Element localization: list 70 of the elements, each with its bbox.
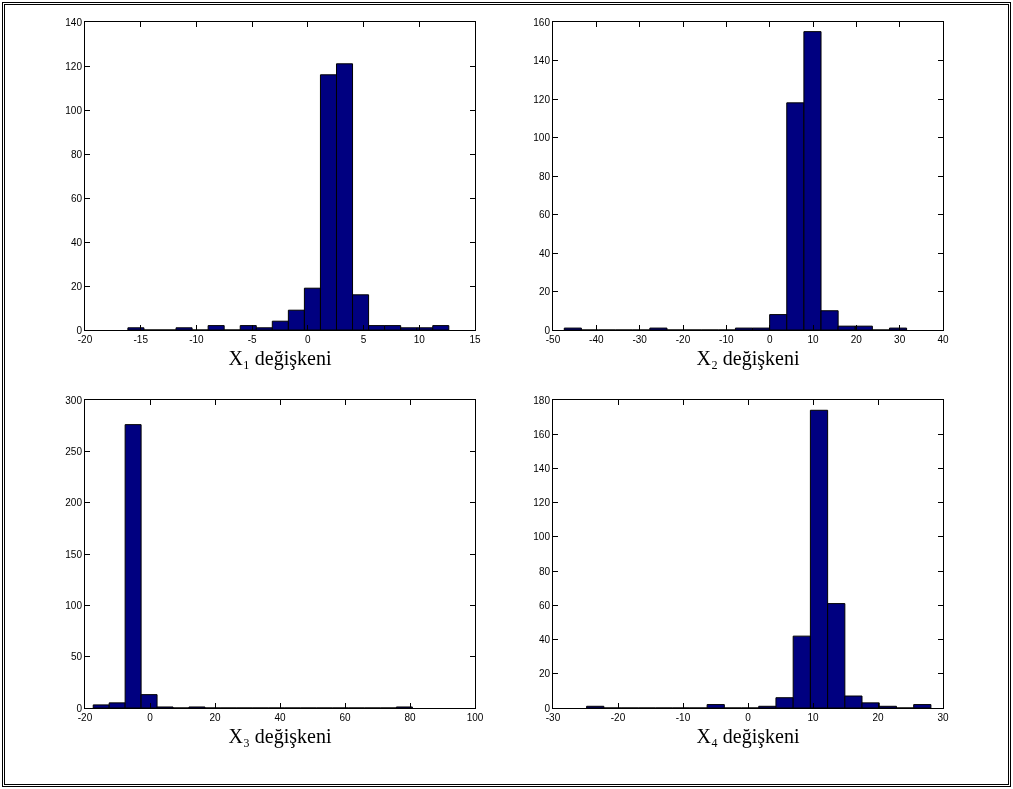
x-tick-label: 0 — [745, 712, 752, 723]
x-tick-label: -30 — [632, 334, 648, 345]
y-tick-label: 40 — [538, 634, 551, 646]
y-tick-label: 40 — [70, 236, 83, 248]
y-tick-label: 200 — [65, 497, 83, 509]
y-tick-label: 0 — [76, 702, 83, 714]
y-tick-label: 60 — [538, 209, 551, 220]
x-tick-label: -20 — [77, 712, 93, 723]
y-tick-label: 80 — [538, 170, 551, 182]
y-tick-label: 160 — [533, 428, 551, 440]
y-tick-label: 40 — [538, 247, 551, 259]
x-tick-label: -10 — [719, 334, 734, 345]
y-tick-label: 100 — [533, 531, 551, 543]
x-tick-label: 60 — [339, 712, 351, 723]
y-tick-label: 120 — [65, 60, 83, 72]
x-tick-label: 20 — [850, 334, 863, 345]
x-tick-label: 20 — [872, 712, 884, 723]
y-tick-label: 80 — [538, 565, 551, 577]
x-tick-label: 15 — [469, 334, 481, 345]
x-tick-label: -30 — [545, 712, 561, 723]
x-tick-label: 0 — [147, 712, 154, 723]
x-tick-label: -15 — [133, 334, 149, 345]
y-tick-label: 100 — [65, 104, 83, 116]
x-tick-label: 40 — [274, 712, 286, 723]
x-tick-label: 30 — [937, 712, 949, 723]
x-tick-label: 100 — [466, 712, 484, 723]
x-tick-label: -40 — [589, 334, 604, 345]
x-tick-label: -10 — [189, 334, 205, 345]
x-tick-label: 20 — [209, 712, 221, 723]
y-tick-label: 150 — [65, 548, 83, 560]
y-tick-label: 100 — [533, 132, 551, 143]
x-axis-title: X₂ değişkeni — [696, 346, 800, 370]
x-axis-title: X₄ değişkeni — [696, 724, 800, 748]
x-axis-title: X₁ değişkeni — [228, 346, 332, 370]
y-tick-label: 180 — [533, 394, 551, 406]
y-tick-label: 60 — [70, 192, 83, 204]
x-tick-label: 0 — [766, 334, 773, 345]
x-tick-label: 80 — [404, 712, 416, 723]
x-tick-label: 40 — [937, 334, 949, 345]
y-tick-label: 50 — [70, 651, 83, 663]
x-tick-label: -5 — [247, 334, 258, 345]
y-tick-label: 120 — [533, 497, 551, 509]
y-tick-label: 140 — [533, 462, 551, 474]
x-tick-label: -20 — [610, 712, 626, 723]
x-tick-label: 10 — [807, 712, 819, 723]
x-tick-label: 0 — [305, 334, 312, 345]
y-tick-label: 0 — [544, 324, 551, 336]
y-tick-label: 160 — [533, 16, 551, 28]
y-tick-label: 100 — [65, 599, 83, 611]
x-tick-label: 10 — [413, 334, 426, 345]
x-tick-label: 10 — [807, 334, 819, 345]
y-tick-label: 140 — [65, 16, 83, 28]
y-tick-label: 250 — [65, 445, 83, 457]
y-tick-label: 20 — [538, 668, 551, 680]
x-tick-label: 5 — [360, 334, 367, 345]
y-tick-label: 140 — [533, 55, 551, 66]
x-tick-label: -20 — [77, 334, 93, 345]
y-tick-label: 0 — [76, 324, 83, 336]
y-tick-label: 20 — [538, 286, 551, 297]
x-axis-title: X₃ değişkeni — [228, 724, 332, 748]
y-tick-label: 300 — [65, 394, 83, 406]
x-tick-label: -20 — [675, 334, 691, 345]
y-tick-label: 60 — [538, 599, 551, 611]
x-tick-label: -10 — [675, 712, 691, 723]
y-tick-label: 0 — [544, 702, 551, 714]
x-tick-label: -50 — [545, 334, 561, 345]
y-tick-label: 80 — [70, 148, 83, 160]
y-tick-label: 20 — [70, 280, 83, 292]
x-tick-label: 30 — [894, 334, 906, 345]
y-tick-label: 120 — [533, 93, 551, 105]
